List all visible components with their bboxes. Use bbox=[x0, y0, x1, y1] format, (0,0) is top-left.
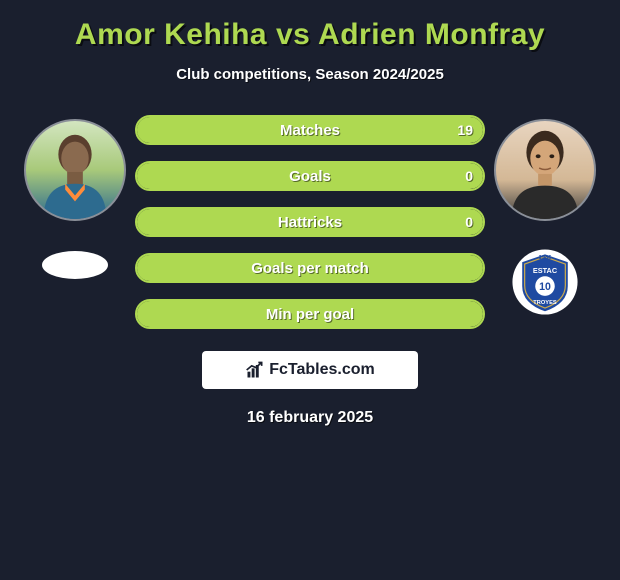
person-icon bbox=[26, 121, 124, 219]
stat-row: Matches 19 bbox=[135, 115, 485, 145]
comparison-row: Matches 19 Goals 0 Hattricks 0 Goals per match… bbox=[10, 111, 610, 329]
crest-text-bottom: TROYES bbox=[533, 300, 557, 306]
crest-number: 10 bbox=[539, 281, 551, 293]
stats-column: Matches 19 Goals 0 Hattricks 0 Goals per match… bbox=[135, 111, 485, 329]
stat-row: Hattricks 0 bbox=[135, 207, 485, 237]
brand-badge[interactable]: FcTables.com bbox=[202, 351, 418, 389]
stat-row: Goals 0 bbox=[135, 161, 485, 191]
stat-value-right: 0 bbox=[465, 214, 473, 230]
crest-year: 1986 bbox=[539, 255, 552, 261]
brand-label: FcTables.com bbox=[269, 361, 375, 379]
page-subtitle: Club competitions, Season 2024/2025 bbox=[10, 66, 610, 83]
stat-label: Goals bbox=[289, 168, 331, 185]
stat-label: Goals per match bbox=[251, 260, 369, 277]
chart-icon bbox=[245, 360, 265, 380]
page-root: Amor Kehiha vs Adrien Monfray Club compe… bbox=[0, 0, 620, 427]
stat-label: Matches bbox=[280, 122, 340, 139]
player-right-avatar bbox=[494, 119, 596, 221]
player-right-crest: 1986 ESTAC 10 TROYES bbox=[502, 239, 588, 325]
page-title: Amor Kehiha vs Adrien Monfray bbox=[10, 18, 610, 52]
stat-label: Min per goal bbox=[266, 306, 354, 323]
player-right-column: 1986 ESTAC 10 TROYES bbox=[485, 111, 605, 325]
player-left-column bbox=[15, 111, 135, 279]
stat-label: Hattricks bbox=[278, 214, 342, 231]
player-left-avatar bbox=[24, 119, 126, 221]
stat-value-right: 19 bbox=[457, 122, 473, 138]
stat-row: Min per goal bbox=[135, 299, 485, 329]
crest-text-top: ESTAC bbox=[533, 266, 558, 275]
stat-row: Goals per match bbox=[135, 253, 485, 283]
person-icon bbox=[496, 121, 594, 219]
player-left-crest bbox=[42, 251, 108, 279]
club-shield-icon: 1986 ESTAC 10 TROYES bbox=[510, 242, 580, 322]
date-label: 16 february 2025 bbox=[10, 409, 610, 427]
stat-value-right: 0 bbox=[465, 168, 473, 184]
